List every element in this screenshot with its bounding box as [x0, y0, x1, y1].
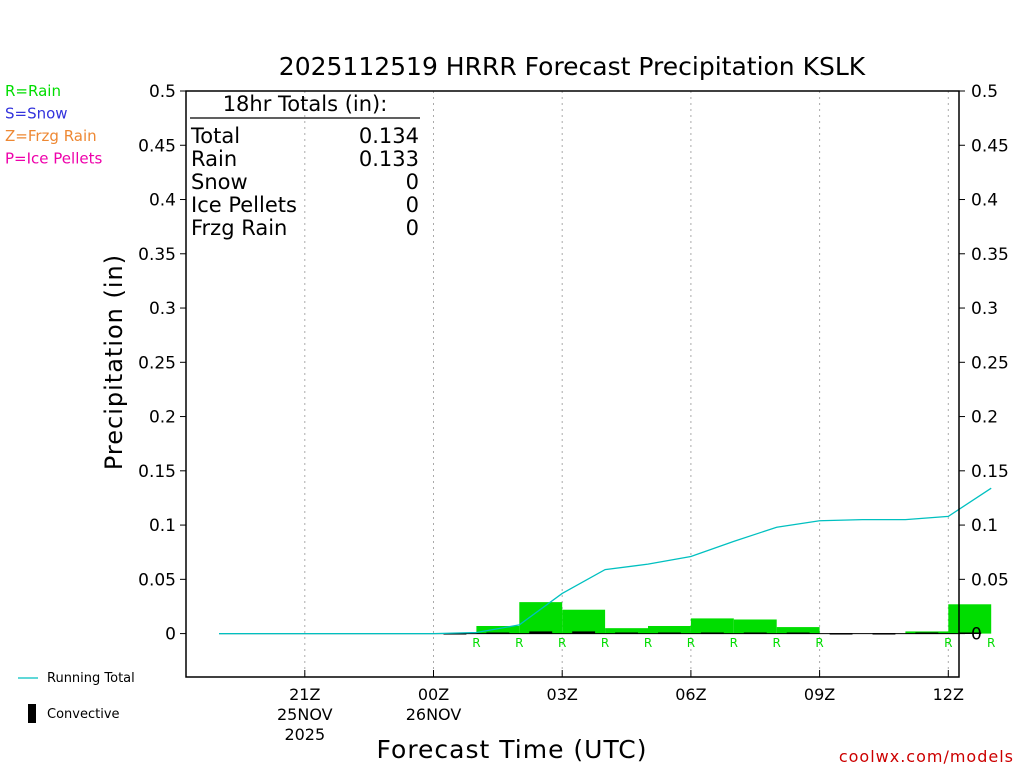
ptype-legend-item: S=Snow: [5, 105, 68, 123]
ptype-legend-item: Z=Frzg Rain: [5, 127, 97, 145]
totals-row-value: 0: [406, 216, 419, 240]
y-tick-label-left: 0.4: [149, 191, 176, 211]
ptype-legend-item: P=Ice Pellets: [5, 150, 102, 168]
rain-bar: [476, 625, 520, 634]
x-tick-label: 00Z: [418, 685, 449, 704]
y-axis-left: 0 0.05 0.1 0.15 0.2 0.25 0.3 0.35 0.4 0.45 0.5: [138, 82, 186, 645]
x-tick-label: 12Z: [933, 685, 964, 704]
ptype-marker: R: [472, 636, 480, 650]
ptype-marker: R: [601, 636, 609, 650]
convective-legend-label: Convective: [47, 707, 120, 722]
ptype-marker: R: [644, 636, 652, 650]
convective-bar: [572, 631, 596, 634]
y-tick-label-right: 0.2: [971, 408, 998, 428]
convective-bar: [529, 631, 553, 634]
x-tick-date: 25NOV: [277, 705, 333, 724]
bottom-legend: Running Total Convective: [18, 671, 135, 723]
ptype-marker: R: [773, 636, 781, 650]
y-tick-label-right: 0.15: [971, 462, 1009, 482]
ptype-legend-item: R=Rain: [5, 82, 61, 100]
y-tick-label-left: 0.1: [149, 516, 176, 536]
totals-row-label: Frzg Rain: [191, 216, 287, 240]
y-tick-label-right: 0.5: [971, 82, 998, 102]
rain-bar: [648, 625, 691, 634]
y-tick-label-left: 0.45: [138, 136, 176, 156]
convective-legend-swatch: [28, 704, 36, 723]
y-tick-label-left: 0.35: [138, 245, 176, 265]
ptype-marker: R: [730, 636, 738, 650]
x-tick-label: 09Z: [804, 685, 835, 704]
rain-bar: [733, 619, 777, 634]
y-tick-label-right: 0.45: [971, 136, 1009, 156]
ptype-legend: R=Rain S=Snow Z=Frzg Rain P=Ice Pellets: [5, 82, 102, 168]
y-axis-label: Precipitation (in): [100, 254, 128, 470]
x-tick-label: 03Z: [547, 685, 578, 704]
x-axis-label: Forecast Time (UTC): [377, 735, 648, 764]
totals-box: 18hr Totals (in): Total 0.134 Rain 0.133 Sno…: [190, 92, 420, 240]
y-tick-label-right: 0.35: [971, 245, 1009, 265]
totals-row-value: 0.133: [359, 147, 419, 171]
y-tick-label-left: 0.3: [149, 299, 176, 319]
y-tick-label-right: 0.4: [971, 191, 998, 211]
y-tick-label-right: 0.3: [971, 299, 998, 319]
y-axis-right: 0 0.05 0.1 0.15 0.2 0.25 0.3 0.35 0.4 0.45 0.5: [959, 82, 1009, 645]
totals-row-label: Ice Pellets: [191, 193, 297, 217]
rain-bar: [562, 609, 606, 634]
x-tick-label: 21Z: [289, 685, 320, 704]
rain-bar: [690, 618, 734, 634]
y-tick-label-left: 0.05: [138, 570, 176, 590]
totals-row-value: 0.134: [359, 124, 419, 148]
ptype-marker: R: [515, 636, 523, 650]
plot-frame: [185, 90, 960, 678]
x-tick-label: 06Z: [675, 685, 706, 704]
y-tick-label-left: 0.2: [149, 408, 176, 428]
y-tick-label-left: 0: [165, 625, 176, 645]
y-tick-label-right: 0.1: [971, 516, 998, 536]
x-tick-year: 2025: [284, 725, 325, 744]
running-total-line: [219, 487, 992, 635]
totals-row-label: Rain: [191, 147, 237, 171]
convective-bar: [958, 632, 982, 635]
totals-header: 18hr Totals (in):: [223, 92, 388, 116]
y-tick-label-left: 0.5: [149, 82, 176, 102]
rain-bar: [948, 604, 992, 634]
ptype-marker: R: [987, 636, 995, 650]
y-tick-label-right: 0.25: [971, 353, 1009, 373]
totals-rows: Total 0.134 Rain 0.133 Snow 0 Ice Pellets 0 Frzg…: [190, 124, 419, 240]
y-tick-label-right: 0: [971, 625, 982, 645]
y-tick-label-left: 0.15: [138, 462, 176, 482]
totals-row-value: 0: [406, 170, 419, 194]
totals-row-label: Total: [190, 124, 240, 148]
ptype-marker: R: [815, 636, 823, 650]
ptype-marker: R: [687, 636, 695, 650]
ptype-marker: R: [558, 636, 566, 650]
ptype-marker: R: [944, 636, 952, 650]
totals-row-value: 0: [406, 193, 419, 217]
running-total-legend-label: Running Total: [47, 671, 135, 686]
rain-bar: [605, 628, 648, 634]
rain-bar: [519, 602, 563, 634]
x-gridlines: [304, 91, 949, 677]
chart-title: 2025112519 HRRR Forecast Precipitation K…: [279, 52, 866, 81]
credit-text: coolwx.com/models: [839, 747, 1014, 766]
rain-bar: [776, 627, 820, 634]
x-tick-date: 26NOV: [406, 705, 462, 724]
totals-row-label: Snow: [191, 170, 248, 194]
y-tick-label-right: 0.05: [971, 570, 1009, 590]
y-tick-label-left: 0.25: [138, 353, 176, 373]
